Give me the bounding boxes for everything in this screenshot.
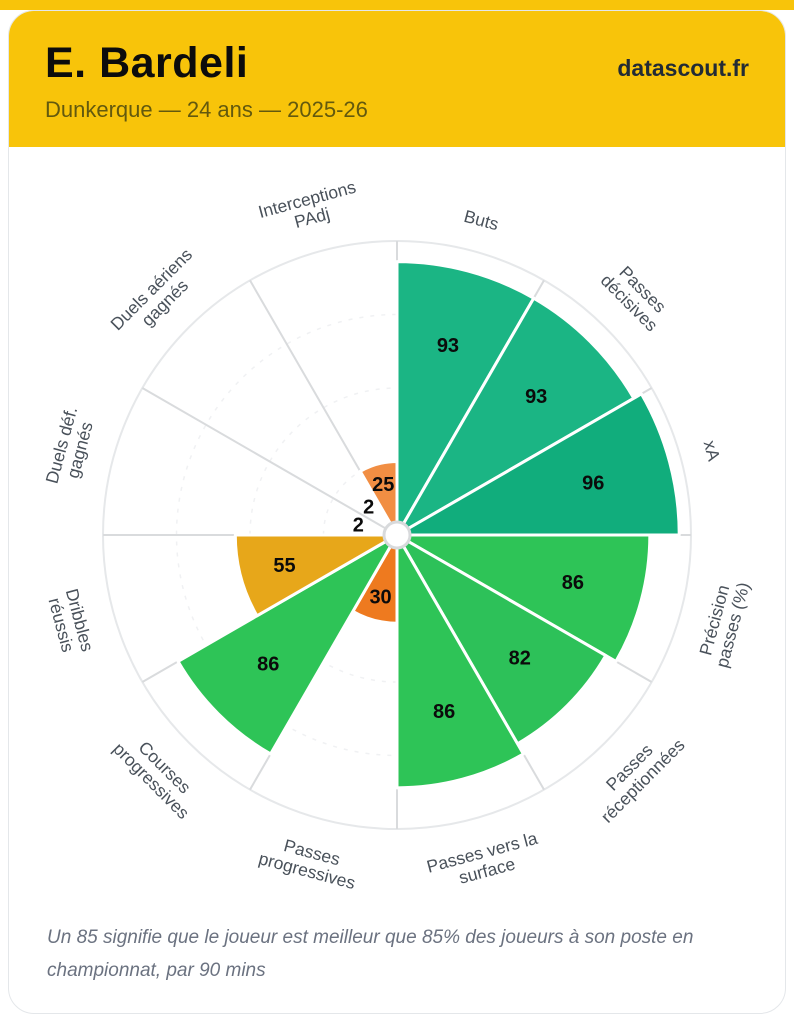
slice-label: Buts [462, 206, 501, 234]
chart-hub [382, 520, 412, 550]
pizza-slice [395, 533, 525, 790]
slice-label: Passesdécisives [597, 257, 676, 336]
slice-value: 86 [257, 654, 279, 676]
slice-label: xA [700, 438, 725, 463]
pizza-slice [233, 533, 399, 618]
header-text-block: E. Bardeli Dunkerque — 24 ans — 2025-26 [45, 39, 368, 123]
player-card: E. Bardeli Dunkerque — 24 ans — 2025-26 … [8, 10, 786, 1014]
slice-value: 2 [363, 497, 374, 519]
slice-label: InterceptionsPAdj [256, 177, 363, 241]
slice-label: Passesprogressives [257, 830, 363, 893]
slice-label: Duels déf.gagnés [41, 404, 99, 490]
slice-value: 96 [582, 472, 604, 494]
slice-label: Dribblesréussis [43, 586, 97, 658]
chart-spoke [141, 387, 398, 536]
player-meta: Dunkerque — 24 ans — 2025-26 [45, 97, 368, 122]
slice-value: 82 [509, 648, 531, 670]
slice-value: 25 [372, 474, 394, 496]
card-header: E. Bardeli Dunkerque — 24 ans — 2025-26 … [9, 11, 785, 147]
slice-label: Précisionpasses (%) [693, 575, 753, 670]
pizza-slice [358, 460, 399, 537]
footnote-text: Un 85 signifie que le joueur est meilleu… [47, 927, 694, 982]
brand-logo: datascout.fr [617, 55, 749, 81]
slice-value: 93 [525, 386, 547, 408]
pizza-slice [395, 296, 636, 537]
pizza-slice [395, 533, 608, 746]
pizza-chart: 93 93 96 86 82 86 30 86 55 2 2 25 Buts Passesdécisive… [9, 147, 785, 895]
slice-value: 86 [562, 572, 584, 594]
slice-value: 55 [273, 555, 295, 577]
page-title: E. Bardeli [45, 39, 249, 87]
pizza-slice [395, 533, 652, 663]
pizza-slice [395, 260, 536, 537]
slice-label: Passes vers lasurface [424, 828, 544, 895]
slice-value: 93 [437, 335, 459, 357]
slice-value: 86 [433, 701, 455, 723]
slice-value: 30 [369, 586, 391, 608]
top-accent-bar [0, 0, 794, 10]
pizza-slice [176, 533, 399, 756]
slice-value: 2 [353, 515, 364, 537]
pizza-chart-svg: 9393968682863086552225ButsPassesdécisive… [41, 177, 753, 895]
pizza-slice [395, 392, 681, 537]
